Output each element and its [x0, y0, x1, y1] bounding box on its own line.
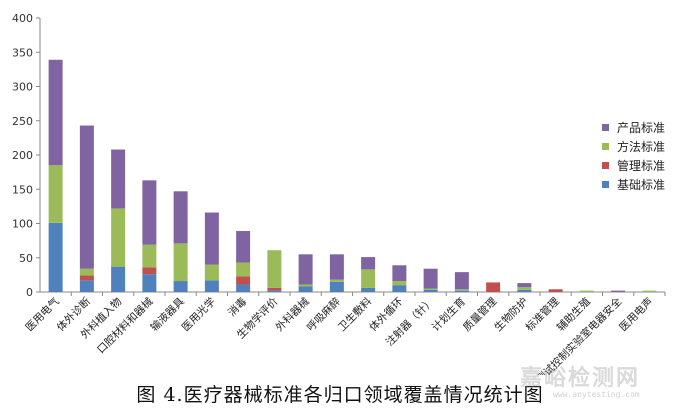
bar-segment — [48, 222, 63, 292]
bar-segment — [142, 274, 157, 292]
bar-segment — [548, 289, 563, 292]
legend-swatch — [602, 162, 609, 169]
bar-segment — [48, 59, 63, 166]
x-tick-label: 生物防护 — [492, 295, 531, 334]
bar-segment — [517, 283, 532, 288]
legend-swatch — [602, 124, 609, 131]
bar-segment — [579, 290, 594, 292]
bar-segment — [454, 272, 469, 290]
bar-segment — [173, 281, 188, 292]
bar-segment — [79, 125, 94, 269]
y-tick-label: 300 — [12, 81, 33, 94]
y-tick-label: 50 — [19, 252, 33, 265]
bar-segment — [236, 276, 251, 285]
stacked-bar-chart: 050100150200250300350400医用电气体外诊断外科植入物口腔材… — [12, 12, 666, 375]
bar-segment — [611, 290, 626, 292]
bar-segment — [79, 275, 94, 281]
bar-segment — [142, 180, 157, 245]
x-tick-label: 口腔材料和器械 — [94, 295, 156, 357]
legend-item: 产品标准 — [602, 118, 665, 137]
bar-segment — [392, 281, 407, 286]
bar-segment — [423, 289, 438, 292]
bar-segment — [361, 269, 376, 288]
bar-segment — [486, 282, 501, 292]
x-tick-label: 医用光学 — [179, 295, 218, 334]
bar-segment — [298, 286, 313, 292]
bar-segment — [329, 281, 344, 292]
bar-segment — [173, 191, 188, 244]
y-tick-label: 100 — [12, 218, 33, 231]
bar-segment — [423, 288, 438, 290]
legend-label: 基础标准 — [617, 178, 666, 192]
bar-segment — [267, 250, 282, 288]
bar-segment — [392, 265, 407, 282]
y-tick-label: 150 — [12, 183, 33, 196]
legend-swatch — [602, 181, 609, 188]
bar-segment — [111, 208, 126, 267]
bar-segment — [361, 257, 376, 270]
legend-item: 管理标准 — [602, 156, 665, 175]
y-tick-label: 400 — [12, 12, 33, 25]
bar-segment — [111, 149, 126, 209]
legend-item: 基础标准 — [602, 175, 665, 194]
y-tick-label: 0 — [26, 286, 33, 299]
legend-swatch — [602, 143, 609, 150]
bar-segment — [517, 289, 532, 292]
bar-segment — [79, 268, 94, 276]
bar-segment — [48, 165, 63, 223]
bar-segment — [298, 254, 313, 285]
bar-segment — [204, 280, 219, 292]
y-tick-label: 200 — [12, 149, 33, 162]
watermark: 嘉峪检测网 — [520, 366, 641, 391]
bar-segment — [236, 231, 251, 263]
legend-item: 方法标准 — [602, 137, 665, 156]
legend-label: 管理标准 — [617, 159, 666, 173]
bar-segment — [142, 244, 157, 268]
bar-segment — [642, 290, 657, 292]
bar-segment — [329, 279, 344, 282]
figure-caption: 图 4.医疗器械标准各归口领域覆盖情况统计图 — [136, 384, 544, 406]
bar-segment — [267, 290, 282, 292]
legend-label: 产品标准 — [617, 121, 666, 135]
bar-segment — [111, 266, 126, 292]
bar-segment — [454, 289, 469, 291]
bar-segment — [454, 290, 469, 292]
watermark-url: www.anytesting.com — [553, 390, 640, 399]
bar-segment — [79, 280, 94, 292]
x-tick-label: 消毒 — [225, 295, 249, 319]
y-tick-label: 350 — [12, 46, 33, 59]
bar-segment — [236, 284, 251, 292]
bar-segment — [392, 285, 407, 292]
bar-segment — [204, 264, 219, 281]
bar-segment — [423, 268, 438, 289]
bar-segment — [298, 284, 313, 287]
x-tick-label: 医用电声 — [617, 295, 656, 334]
x-tick-label: 计划生育 — [429, 295, 468, 334]
bar-segment — [517, 287, 532, 290]
legend-label: 方法标准 — [617, 140, 666, 154]
y-tick-label: 250 — [12, 115, 33, 128]
bar-segment — [361, 287, 376, 292]
bar-segment — [329, 254, 344, 280]
bar-segment — [204, 212, 219, 265]
bar-segment — [142, 267, 157, 275]
bar-segment — [236, 262, 251, 277]
bar-segment — [173, 243, 188, 282]
legend: 产品标准方法标准管理标准基础标准 — [602, 118, 665, 194]
bar-segment — [267, 287, 282, 291]
